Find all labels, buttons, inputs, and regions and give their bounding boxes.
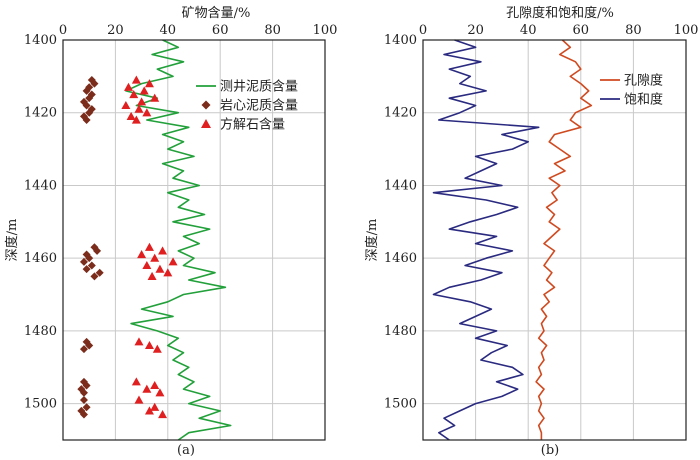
point-calcite-21 xyxy=(134,337,144,346)
point-core-3 xyxy=(82,86,91,95)
y-tick-label-1: 1420 xyxy=(384,106,417,121)
y-tick-label-5: 1500 xyxy=(24,397,57,412)
point-core-27 xyxy=(79,388,88,397)
point-calcite-19 xyxy=(163,268,173,277)
panel-a-title: 矿物含量/% xyxy=(182,5,251,21)
point-core-1 xyxy=(90,79,99,88)
point-calcite-9 xyxy=(142,108,152,117)
y-tick-label-4: 1480 xyxy=(384,324,417,339)
point-calcite-4 xyxy=(129,90,139,99)
series-line-孔隙度 xyxy=(535,39,593,440)
y-tick-label-1: 1420 xyxy=(24,106,57,121)
series-line-测井泥质含量 xyxy=(125,39,232,441)
panel-a-caption: (a) xyxy=(177,443,195,458)
point-calcite-2 xyxy=(124,82,133,91)
panel-b-caption: (b) xyxy=(541,443,559,458)
point-core-13 xyxy=(93,246,102,255)
point-core-28 xyxy=(79,396,88,404)
x-tick-label-0: 0 xyxy=(419,23,427,38)
point-calcite-17 xyxy=(142,260,152,270)
point-core-22 xyxy=(85,341,94,350)
y-tick-label-2: 1440 xyxy=(24,178,57,193)
point-core-17 xyxy=(87,261,96,270)
y-tick-label-4: 1480 xyxy=(24,324,57,339)
point-calcite-11 xyxy=(131,115,141,124)
x-tick-label-1: 20 xyxy=(467,23,484,38)
point-calcite-28 xyxy=(134,395,144,404)
point-core-20 xyxy=(90,272,99,281)
point-calcite-3 xyxy=(139,86,149,95)
point-calcite-23 xyxy=(152,344,162,353)
legend-label-0: 测井泥质含量 xyxy=(220,79,298,95)
point-calcite-20 xyxy=(147,271,157,280)
point-calcite-14 xyxy=(137,250,147,259)
panel-a-ylabel: 深度/m xyxy=(4,219,20,262)
panel-b-ylabel: 深度/m xyxy=(364,219,380,262)
x-tick-label-4: 80 xyxy=(625,23,642,38)
point-core-31 xyxy=(79,410,88,419)
series-line-饱和度 xyxy=(432,39,540,441)
x-tick-label-1: 20 xyxy=(107,23,124,38)
point-calcite-0 xyxy=(131,75,141,84)
point-calcite-16 xyxy=(168,257,178,266)
point-calcite-15 xyxy=(150,253,160,262)
y-tick-label-3: 1460 xyxy=(384,251,417,266)
x-tick-label-0: 0 xyxy=(59,23,67,38)
point-calcite-30 xyxy=(144,406,154,415)
legend-swatch-2 xyxy=(201,119,211,128)
point-core-29 xyxy=(82,403,91,412)
point-core-9 xyxy=(85,108,94,117)
point-calcite-10 xyxy=(126,111,136,120)
legend-label-2: 方解石含量 xyxy=(220,117,285,133)
panel-b-title: 孔隙度和饱和度/% xyxy=(506,5,614,21)
panel-1-plot: 0 20 40 60 80 100 1400 1420 1440 1460 1480 1500 孔隙度饱… xyxy=(384,23,699,441)
point-core-5 xyxy=(85,94,94,103)
y-tick-label-5: 1500 xyxy=(384,397,417,412)
point-calcite-5 xyxy=(150,93,160,102)
panel-a: 矿物含量/% 深度/m (a) xyxy=(4,5,250,458)
point-calcite-13 xyxy=(158,246,168,255)
point-calcite-12 xyxy=(144,242,154,251)
x-tick-label-3: 60 xyxy=(212,23,229,38)
point-core-25 xyxy=(82,381,91,390)
x-tick-label-5: 100 xyxy=(674,23,699,38)
point-calcite-25 xyxy=(150,380,160,390)
point-calcite-6 xyxy=(137,97,147,106)
x-tick-label-4: 80 xyxy=(264,23,281,38)
point-calcite-29 xyxy=(150,402,160,411)
point-core-7 xyxy=(82,101,91,110)
point-calcite-18 xyxy=(155,264,165,273)
point-calcite-27 xyxy=(155,388,165,397)
legend-swatch-1 xyxy=(201,100,211,110)
panel-0-plot: 0 20 40 60 80 100 1400 1420 1440 1460 1480 1500 测井泥质… xyxy=(24,23,338,441)
point-core-18 xyxy=(82,265,91,274)
y-tick-label-3: 1460 xyxy=(24,251,57,266)
y-tick-label-2: 1440 xyxy=(384,178,417,193)
legend-label-1: 饱和度 xyxy=(624,92,663,108)
panel-b: 孔隙度和饱和度/% 深度/m (b) xyxy=(364,5,614,458)
point-core-23 xyxy=(79,345,88,354)
x-tick-label-5: 100 xyxy=(313,23,338,38)
point-calcite-1 xyxy=(144,79,154,88)
point-calcite-31 xyxy=(158,410,168,419)
point-core-19 xyxy=(95,268,104,277)
point-calcite-22 xyxy=(144,340,154,350)
point-core-16 xyxy=(79,257,88,266)
x-tick-label-3: 60 xyxy=(573,23,590,38)
x-tick-label-2: 40 xyxy=(520,23,537,38)
point-calcite-8 xyxy=(134,104,144,113)
point-core-15 xyxy=(85,254,94,263)
x-tick-label-2: 40 xyxy=(160,23,177,38)
point-calcite-24 xyxy=(131,377,141,386)
y-tick-label-0: 1400 xyxy=(384,33,417,48)
point-calcite-7 xyxy=(121,100,131,110)
plot-frame xyxy=(422,39,687,441)
point-core-11 xyxy=(82,116,91,124)
plot-frame xyxy=(62,39,326,441)
point-calcite-26 xyxy=(142,384,152,393)
legend-label-0: 孔隙度 xyxy=(624,73,663,89)
y-tick-label-0: 1400 xyxy=(24,33,57,48)
legend-label-1: 岩心泥质含量 xyxy=(220,98,298,114)
